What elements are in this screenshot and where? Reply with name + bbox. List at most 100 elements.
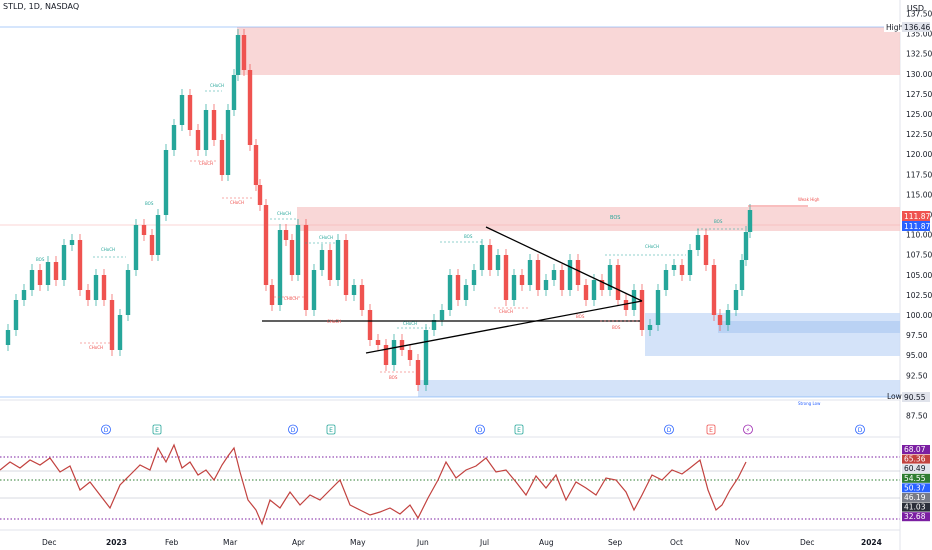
price-tick: 97.50 <box>906 331 928 340</box>
candle-body <box>391 340 397 365</box>
candle-body <box>551 270 557 280</box>
candle-body <box>253 145 259 185</box>
candle-body <box>85 290 91 300</box>
supply-zone-top <box>237 27 900 75</box>
structure-labels: BOS BOS BOS BOS BOS BOS BOS BOS CHoCH CH… <box>36 83 723 380</box>
price-tags: High 136.46 Low 90.55 111.87 111.87 <box>884 22 930 402</box>
candle-body <box>211 110 217 140</box>
candle-body <box>289 240 295 275</box>
event-markers[interactable]: D E D E D E D E ⚡ D <box>101 424 865 435</box>
candle-body <box>623 300 629 310</box>
candle-body <box>187 95 193 130</box>
price-tick: 117.50 <box>906 170 932 179</box>
strong-low-label: Strong Low <box>798 401 821 406</box>
svg-text:E: E <box>517 427 521 434</box>
candle-body <box>179 95 185 125</box>
time-tick: Apr <box>292 538 306 547</box>
candle-body <box>687 250 693 275</box>
candle-body <box>447 275 453 310</box>
candle-body <box>77 240 83 290</box>
candle-body <box>45 262 51 285</box>
dividend-marker[interactable]: D <box>288 424 298 435</box>
choch-label: CHoCH <box>499 309 513 314</box>
candle-body <box>109 300 115 350</box>
candle-body <box>203 110 209 150</box>
candle-body <box>101 275 107 300</box>
svg-text:D: D <box>478 427 483 434</box>
candle-body <box>543 280 549 290</box>
candle-body <box>61 245 67 280</box>
rsi-tag: 50.37 <box>904 483 926 492</box>
high-value: 136.46 <box>904 23 930 32</box>
dividend-marker[interactable]: D <box>855 424 865 435</box>
weak-high-label: Weak High <box>798 197 820 202</box>
candle-body <box>195 130 201 150</box>
price-tick: 95.00 <box>906 351 928 360</box>
price-tick: 92.50 <box>906 371 928 380</box>
price-tick: 127.50 <box>906 90 932 99</box>
bos-label: BOS <box>714 219 723 224</box>
demand-zone-2 <box>718 321 900 333</box>
candle-body <box>743 232 749 260</box>
price-axis[interactable]: 137.50 135.00 132.50 130.00 127.50 125.00 122.… <box>906 10 932 421</box>
svg-text:D: D <box>667 427 672 434</box>
choch-label: CHoCH <box>319 235 333 240</box>
svg-text:⚡: ⚡ <box>746 427 750 434</box>
dividend-marker[interactable]: D <box>101 424 111 435</box>
price-tick: 137.50 <box>906 10 932 19</box>
candle-body <box>559 270 565 290</box>
earnings-marker[interactable]: E <box>326 424 336 435</box>
trend-line-lower <box>365 300 643 354</box>
candle-body <box>367 310 373 340</box>
split-marker[interactable]: ⚡ <box>743 424 753 435</box>
rsi-tag: 54.55 <box>904 474 926 483</box>
candle-body <box>149 235 155 255</box>
high-label: High <box>886 23 903 32</box>
candle-body <box>455 275 461 300</box>
earnings-marker[interactable]: E <box>514 424 524 435</box>
symbol-title[interactable]: STLD, 1D, NASDAQ <box>3 2 80 11</box>
candle-body <box>631 290 637 310</box>
candle-body <box>375 340 381 345</box>
candle-body <box>695 235 701 250</box>
time-tick: Jun <box>416 538 429 547</box>
time-tick: Nov <box>735 538 750 547</box>
bos-label: BOS <box>389 375 398 380</box>
candle-body <box>21 290 27 300</box>
candle-body <box>163 150 169 215</box>
dividend-marker[interactable]: D <box>664 424 674 435</box>
candle-body <box>303 225 309 310</box>
svg-text:D: D <box>291 427 296 434</box>
time-axis[interactable]: Dec 2023 Feb Mar Apr May Jun Jul Aug Sep Oct Nov Dec… <box>42 538 882 547</box>
price-tick: 122.50 <box>906 130 932 139</box>
low-label: Low <box>887 392 902 401</box>
candle-body <box>567 260 573 290</box>
candle-body <box>383 345 389 365</box>
candle-body <box>13 300 19 330</box>
dividend-marker[interactable]: D <box>475 424 485 435</box>
candle-body <box>319 250 325 270</box>
candle-body <box>141 225 147 235</box>
price-tick: 115.00 <box>906 190 932 199</box>
choch-label: CHoCH <box>210 83 224 88</box>
candle-body <box>615 265 621 300</box>
earnings-upcoming-marker[interactable]: E <box>706 424 716 435</box>
candle-body <box>479 245 485 270</box>
candle-body <box>733 290 739 310</box>
earnings-marker[interactable]: E <box>152 424 162 435</box>
candle-body <box>117 315 123 350</box>
candle-body <box>583 285 589 300</box>
rsi-tag: 46.19 <box>904 493 926 502</box>
candle-body <box>257 185 263 205</box>
candle-body <box>511 275 517 300</box>
choch-label: CHoCH <box>327 319 341 324</box>
candle-body <box>327 250 333 280</box>
candle-body <box>335 240 341 280</box>
candle-body <box>53 262 59 280</box>
candle-body <box>703 235 709 265</box>
price-tick: 132.50 <box>906 50 932 59</box>
rsi-tag: 41.03 <box>904 503 926 512</box>
price-tick: 107.50 <box>906 251 932 260</box>
